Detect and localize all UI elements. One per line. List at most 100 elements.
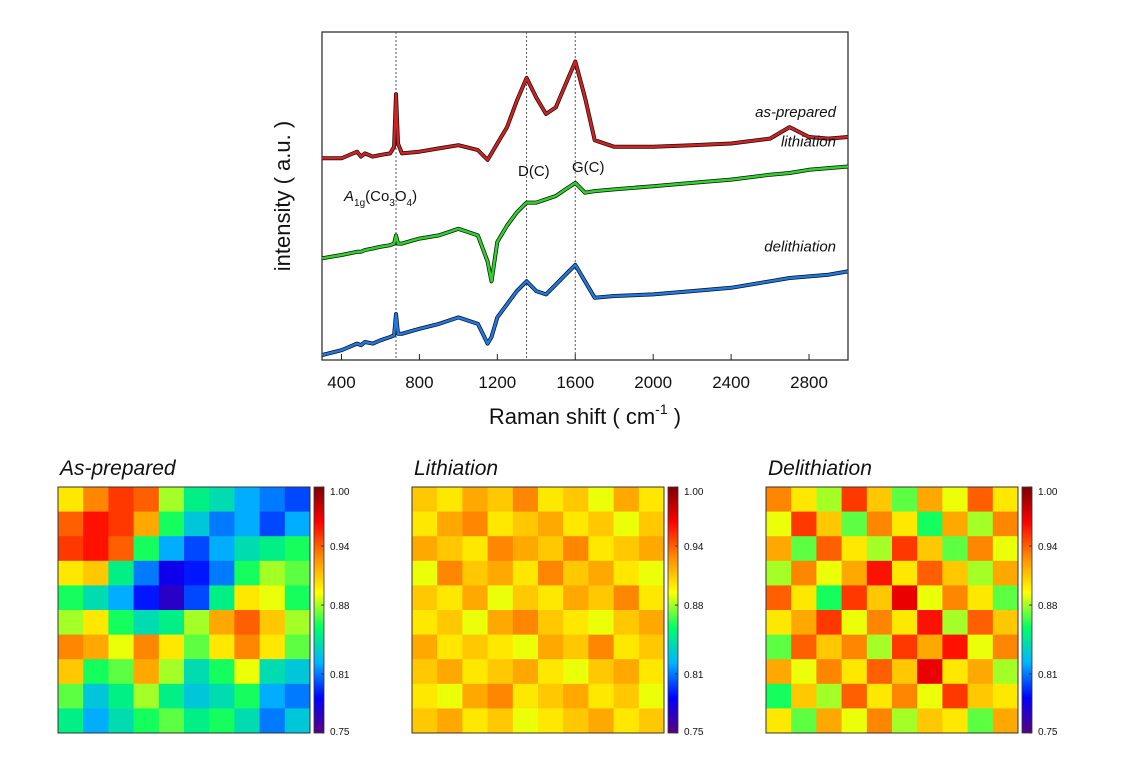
heatmap-cell (487, 634, 514, 660)
heatmap-cell (512, 659, 539, 685)
heatmap-cell (917, 659, 943, 685)
heatmap-cell (158, 634, 185, 660)
heatmap-cell (588, 610, 615, 636)
heatmap-cell (816, 487, 843, 513)
heatmap-cell (638, 708, 665, 734)
annotation: D(C) (518, 163, 550, 180)
heatmap-cell (512, 634, 539, 660)
heatmap-cell (209, 659, 235, 685)
colorbar (1021, 486, 1033, 734)
heatmap-cell (841, 659, 868, 685)
heatmap-cell (437, 610, 463, 636)
heatmap-cell (766, 659, 792, 685)
heatmap-cell (841, 610, 868, 636)
heatmap-cell (133, 487, 160, 513)
heatmap-cell (209, 683, 235, 709)
heatmap-cell (259, 610, 286, 636)
heatmap-cell (512, 560, 539, 586)
heatmap-cell (259, 487, 286, 513)
heatmap-cell (588, 683, 615, 709)
heatmap-cell (917, 511, 943, 537)
heatmap-cell (108, 487, 135, 513)
heatmap-cell (791, 536, 817, 562)
heatmap-cell (588, 634, 615, 660)
heatmap-cell (992, 585, 1019, 611)
heatmap-cell (638, 536, 665, 562)
heatmap-cell (412, 683, 438, 709)
map-frame (57, 486, 311, 734)
heatmap-cell (892, 659, 918, 685)
heatmap-cell (412, 610, 438, 636)
heatmap-cell (538, 536, 564, 562)
annotation-part: O (395, 188, 407, 205)
heatmap-cell (462, 708, 489, 734)
heatmap-cell (108, 634, 135, 660)
heatmap-cell (412, 536, 438, 562)
annotation-part: ) (412, 188, 417, 205)
heatmap-cell (992, 536, 1019, 562)
heatmap-cell (563, 610, 589, 636)
heatmap-cell (487, 511, 514, 537)
heatmap-cell (538, 511, 564, 537)
heatmap-cell (816, 585, 843, 611)
map-frame (765, 486, 1019, 734)
heatmap-cell (563, 708, 589, 734)
heatmap-cell (992, 511, 1019, 537)
heatmap-cell (487, 585, 514, 611)
colorbar-tick-label: 0.88 (684, 601, 704, 612)
heatmap-cell (613, 634, 640, 660)
heatmap-cell (917, 634, 943, 660)
heatmap-cell (234, 560, 261, 586)
heatmap-cell (538, 487, 564, 513)
heatmap-cell (563, 634, 589, 660)
heatmap-cell (791, 634, 817, 660)
heatmap-cell (487, 536, 514, 562)
heatmap-cell (638, 560, 665, 586)
heatmap-cell (538, 708, 564, 734)
heatmap-cell (259, 683, 286, 709)
heatmap-cell (284, 585, 311, 611)
heatmap-cell (967, 683, 994, 709)
heatmap-cell (563, 560, 589, 586)
heatmap-cell (234, 511, 261, 537)
map-title: Delithiation (768, 457, 872, 480)
heatmap-cell (992, 487, 1019, 513)
heatmap-cell (942, 487, 969, 513)
heatmap-cell (866, 560, 893, 586)
heatmap-cell (638, 610, 665, 636)
heatmap-cell (992, 659, 1019, 685)
heatmap-cell (917, 610, 943, 636)
heatmap-cell (83, 536, 109, 562)
heatmap-cell (158, 708, 185, 734)
colorbar-tick-label: 1.00 (1038, 487, 1058, 498)
heatmap-cell (791, 560, 817, 586)
heatmap-cell (967, 659, 994, 685)
heatmap-cell (892, 560, 918, 586)
heatmap-cell (942, 683, 969, 709)
heatmap-cell (588, 708, 615, 734)
annotation-part: 4 (407, 198, 413, 209)
heatmap-cell (791, 708, 817, 734)
heatmap-cell (892, 585, 918, 611)
heatmap-cell (234, 683, 261, 709)
heatmap-cell (412, 585, 438, 611)
heatmap-cell (816, 634, 843, 660)
heatmap-cell (412, 560, 438, 586)
heatmap-cell (917, 708, 943, 734)
colorbar-tick-label: 0.81 (330, 670, 350, 681)
heatmap-cell (866, 536, 893, 562)
heatmap-cell (108, 585, 135, 611)
heatmap-cell (588, 585, 615, 611)
heatmap-cell (284, 560, 311, 586)
heatmap-cell (613, 536, 640, 562)
heatmap-cell (133, 683, 160, 709)
heatmap-cell (158, 683, 185, 709)
heatmap-cell (967, 708, 994, 734)
heatmap-cell (942, 560, 969, 586)
colorbar-tick-label: 0.75 (1038, 727, 1058, 738)
heatmap-cell (512, 683, 539, 709)
heatmap-cell (791, 683, 817, 709)
heatmap-cell (259, 560, 286, 586)
heatmap-cell (259, 536, 286, 562)
heatmap-cell (284, 708, 311, 734)
